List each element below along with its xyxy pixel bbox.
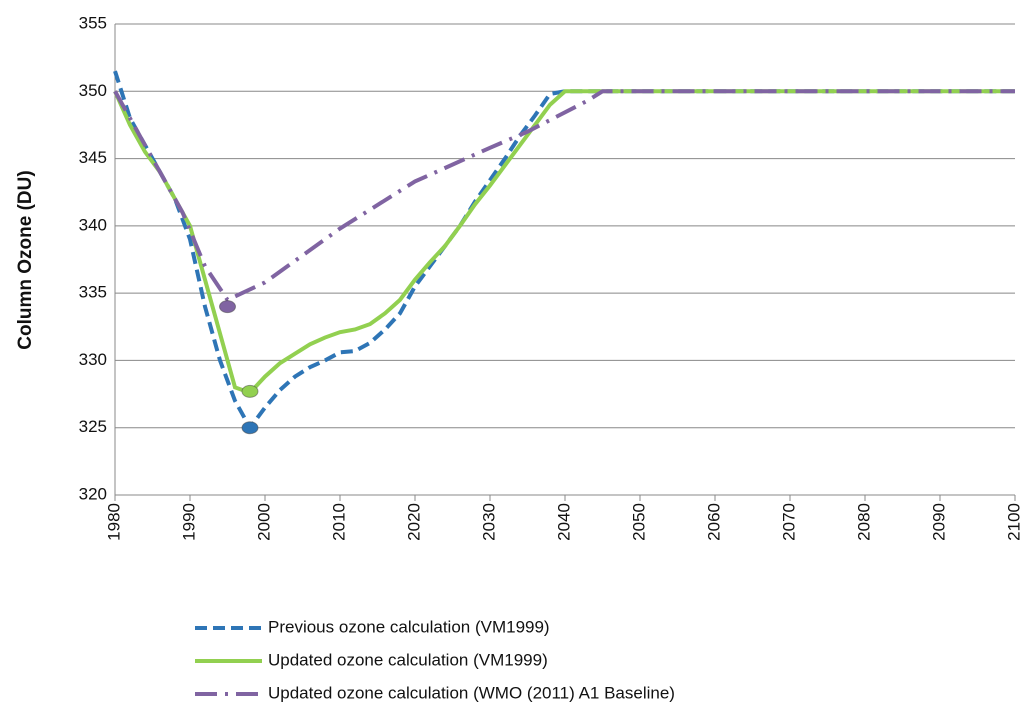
legend-label: Updated ozone calculation (WMO (2011) A1… xyxy=(268,683,675,702)
y-tick-label: 320 xyxy=(79,484,107,503)
series-line xyxy=(113,89,1015,303)
min-marker xyxy=(241,384,259,398)
y-tick-label: 330 xyxy=(79,350,107,369)
y-axis-label: Column Ozone (DU) xyxy=(15,170,36,349)
legend-label: Previous ozone calculation (VM1999) xyxy=(268,617,550,636)
series-line xyxy=(113,89,1015,396)
x-tick-label: 2000 xyxy=(254,503,273,541)
x-tick-label: 1990 xyxy=(179,503,198,541)
y-tick-label: 340 xyxy=(79,215,107,234)
y-tick-label: 325 xyxy=(79,417,107,436)
legend-label: Updated ozone calculation (VM1999) xyxy=(268,650,548,669)
x-tick-label: 2050 xyxy=(629,503,648,541)
x-tick-label: 2080 xyxy=(854,503,873,541)
x-tick-label: 2090 xyxy=(929,503,948,541)
legend: Previous ozone calculation (VM1999) Updat… xyxy=(195,617,675,702)
x-tick-label: 1980 xyxy=(104,503,123,541)
min-marker xyxy=(241,421,259,435)
y-tick-label: 355 xyxy=(79,13,107,32)
series-line xyxy=(113,70,1015,432)
x-tick-label: 2020 xyxy=(404,503,423,541)
x-tick-label: 2040 xyxy=(554,503,573,541)
y-tick-label: 350 xyxy=(79,81,107,100)
x-tick-label: 2030 xyxy=(479,503,498,541)
y-tick-label: 335 xyxy=(79,283,107,302)
y-tick-label: 345 xyxy=(79,148,107,167)
x-tick-label: 2060 xyxy=(704,503,723,541)
x-tick-label: 2010 xyxy=(329,503,348,541)
x-tick-label: 2070 xyxy=(779,503,798,541)
min-marker xyxy=(219,300,236,314)
x-tick-label: 2100 xyxy=(1004,503,1023,541)
